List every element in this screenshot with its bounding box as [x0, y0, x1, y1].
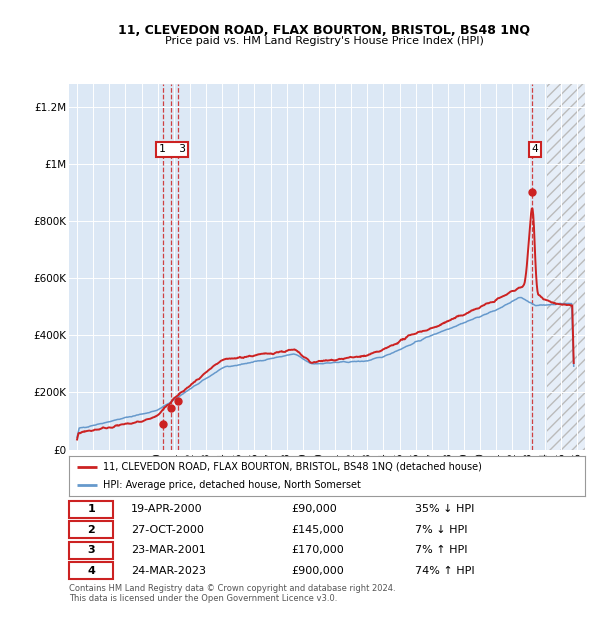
FancyBboxPatch shape — [69, 501, 113, 518]
Text: 35% ↓ HPI: 35% ↓ HPI — [415, 504, 474, 515]
Text: £900,000: £900,000 — [291, 565, 344, 576]
FancyBboxPatch shape — [69, 542, 113, 559]
Bar — [547, 84, 585, 449]
Text: 2: 2 — [88, 525, 95, 535]
Text: 27-OCT-2000: 27-OCT-2000 — [131, 525, 204, 535]
Text: 24-MAR-2023: 24-MAR-2023 — [131, 565, 206, 576]
Text: 3: 3 — [88, 545, 95, 556]
Text: Price paid vs. HM Land Registry's House Price Index (HPI): Price paid vs. HM Land Registry's House … — [164, 36, 484, 46]
Text: 4: 4 — [87, 565, 95, 576]
Text: 4: 4 — [532, 144, 538, 154]
Text: 19-APR-2000: 19-APR-2000 — [131, 504, 203, 515]
Text: £145,000: £145,000 — [291, 525, 344, 535]
Bar — [547, 84, 585, 449]
Text: £90,000: £90,000 — [291, 504, 337, 515]
FancyBboxPatch shape — [69, 521, 113, 538]
Text: HPI: Average price, detached house, North Somerset: HPI: Average price, detached house, Nort… — [103, 480, 361, 490]
Text: 11, CLEVEDON ROAD, FLAX BOURTON, BRISTOL, BS48 1NQ (detached house): 11, CLEVEDON ROAD, FLAX BOURTON, BRISTOL… — [103, 461, 481, 472]
Bar — [547, 84, 585, 449]
Text: 7% ↓ HPI: 7% ↓ HPI — [415, 525, 467, 535]
Text: 11, CLEVEDON ROAD, FLAX BOURTON, BRISTOL, BS48 1NQ: 11, CLEVEDON ROAD, FLAX BOURTON, BRISTOL… — [118, 24, 530, 37]
FancyBboxPatch shape — [69, 562, 113, 579]
Text: 74% ↑ HPI: 74% ↑ HPI — [415, 565, 475, 576]
Text: 23-MAR-2001: 23-MAR-2001 — [131, 545, 206, 556]
Text: Contains HM Land Registry data © Crown copyright and database right 2024.
This d: Contains HM Land Registry data © Crown c… — [69, 584, 395, 603]
Text: 7% ↑ HPI: 7% ↑ HPI — [415, 545, 467, 556]
Text: 1: 1 — [88, 504, 95, 515]
Text: 1  3: 1 3 — [159, 144, 186, 154]
Text: £170,000: £170,000 — [291, 545, 344, 556]
